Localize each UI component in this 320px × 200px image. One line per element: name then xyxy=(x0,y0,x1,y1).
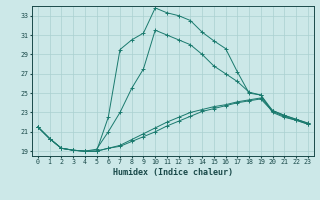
X-axis label: Humidex (Indice chaleur): Humidex (Indice chaleur) xyxy=(113,168,233,177)
